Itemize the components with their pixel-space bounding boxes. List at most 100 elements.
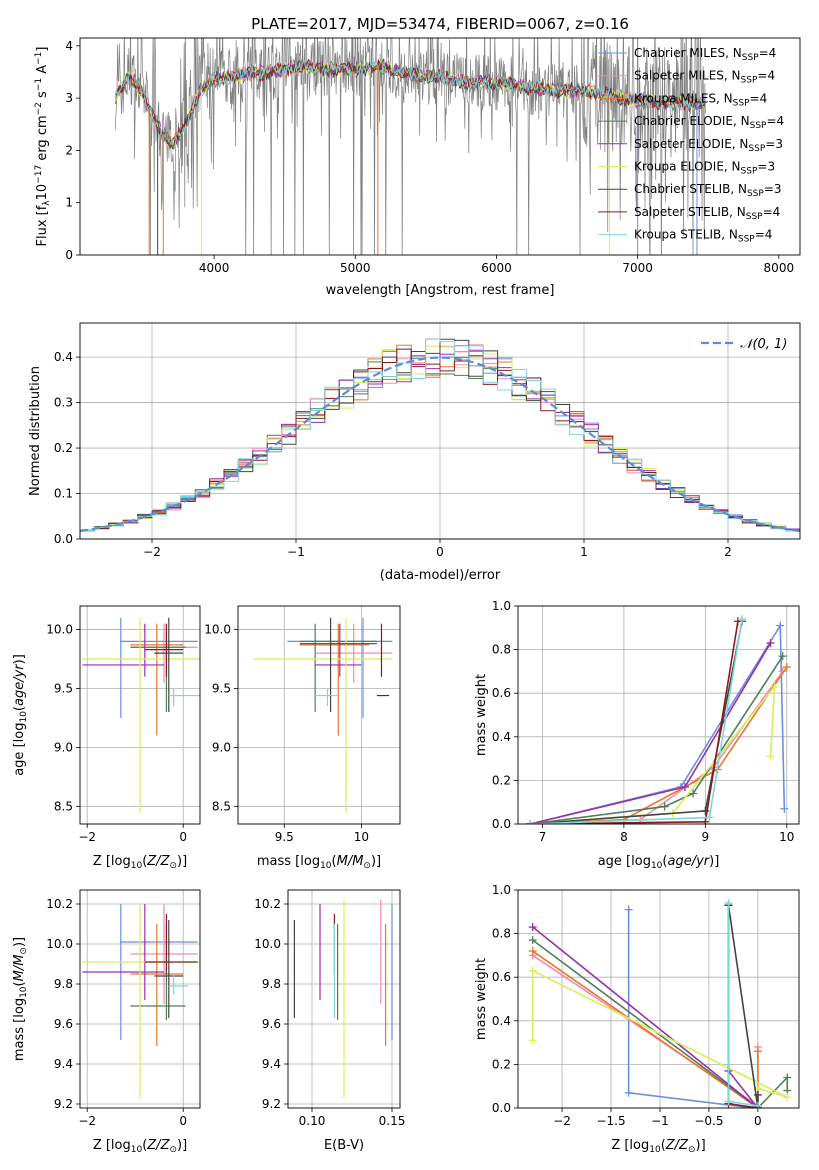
tick-label-x: −1 bbox=[287, 545, 305, 559]
plot-area bbox=[82, 617, 200, 813]
tick-label-x: 5000 bbox=[340, 261, 371, 275]
weight-line-chabrier_stelib bbox=[727, 905, 759, 1108]
tick-label-x: −1 bbox=[651, 1114, 669, 1128]
legend-entry: Chabrier MILES, NSSP=4 bbox=[634, 46, 776, 63]
x-axis-label: Z [log10(Z/Z⊙)] bbox=[611, 1138, 705, 1155]
tick-label-x: 0.15 bbox=[379, 1114, 406, 1128]
tick-label-y: 9.4 bbox=[54, 1057, 73, 1071]
tick-label-y: 0.2 bbox=[492, 1057, 511, 1071]
tick-label-x: 0 bbox=[179, 830, 187, 844]
weight-vs-metallicity-panel: −2 −1.5 −1 −0.5 0 0.0 0.2 0.4 0.6 0.8 1.0 Z [log10(… bbox=[474, 883, 800, 1155]
weight-marker-kroupa_miles bbox=[528, 947, 537, 956]
tick-label-y: 0.6 bbox=[492, 686, 511, 700]
grid bbox=[518, 889, 799, 1109]
tick-label-y: 3 bbox=[65, 91, 73, 105]
tick-label-x: 0 bbox=[436, 545, 444, 559]
weight-marker-salpeter_stelib bbox=[701, 817, 710, 824]
axes-frame bbox=[517, 889, 800, 1109]
weight-marker-chabrier_elodie bbox=[528, 936, 537, 945]
weight-marker-kroupa_stelib bbox=[724, 899, 733, 908]
tick-label-y: 10.0 bbox=[46, 937, 73, 951]
tick-label-y: 1.0 bbox=[492, 883, 511, 897]
tick-label-y: 9.5 bbox=[212, 681, 231, 695]
tick-label-y: 0.4 bbox=[54, 350, 73, 364]
grid bbox=[238, 606, 400, 824]
legend-entry: Salpeter MILES, NSSP=4 bbox=[634, 69, 775, 86]
tick-label-y: 9.2 bbox=[262, 1097, 281, 1111]
tick-label-y: 0.2 bbox=[492, 773, 511, 787]
weight-marker-salpeter_elodie bbox=[528, 923, 537, 932]
weight-marker-salpeter_elodie bbox=[680, 782, 689, 791]
tick-label-x: −2 bbox=[78, 1114, 96, 1128]
plot-area bbox=[253, 617, 393, 813]
tick-label-y: 9.4 bbox=[262, 1057, 281, 1071]
tick-label-y: 0.0 bbox=[54, 532, 73, 546]
tick-label-y: 9.8 bbox=[54, 977, 73, 991]
x-axis-label: age [log10(age/yr)] bbox=[598, 854, 720, 871]
tick-label-x: 10 bbox=[354, 830, 369, 844]
tick-label-y: 10.0 bbox=[254, 937, 281, 951]
legend-entry: Chabrier ELODIE, NSSP=4 bbox=[634, 114, 784, 131]
plot-area bbox=[80, 338, 800, 539]
weight-marker-kroupa_elodie bbox=[528, 1036, 537, 1045]
tick-label-x: 4000 bbox=[199, 261, 230, 275]
tick-label-y: 0.8 bbox=[492, 927, 511, 941]
plot-area bbox=[528, 899, 792, 1108]
histogram-salpeter_stelib bbox=[80, 348, 800, 539]
weight-marker-kroupa_stelib bbox=[724, 1097, 733, 1106]
weight-marker-chabrier_elodie bbox=[660, 802, 669, 811]
weight-marker-chabrier_stelib bbox=[753, 1090, 762, 1099]
axes-frame bbox=[517, 605, 800, 825]
tick-label-y: 0.4 bbox=[492, 730, 511, 744]
x-axis-label: Z [log10(Z/Z⊙)] bbox=[93, 854, 187, 871]
weight-marker-kroupa_miles bbox=[753, 1047, 762, 1056]
legend-entry: Kroupa ELODIE, NSSP=3 bbox=[634, 160, 775, 177]
weight-marker-chabrier_elodie bbox=[783, 1073, 792, 1082]
x-axis-label: wavelength [Angstrom, rest frame] bbox=[326, 283, 555, 298]
axes-frame bbox=[287, 889, 401, 1109]
weight-line-chabrier_miles bbox=[627, 909, 758, 1108]
tick-label-y: 0.8 bbox=[492, 643, 511, 657]
tick-label-y: 0.2 bbox=[54, 441, 73, 455]
tick-label-y: 2 bbox=[65, 143, 73, 157]
age-vs-metallicity-panel: −2 0 8.5 9.0 9.5 10.0 Z [log10(Z/Z⊙)] age [log1… bbox=[12, 605, 201, 871]
tick-label-y: 1.0 bbox=[492, 599, 511, 613]
tick-label-y: 0.6 bbox=[492, 970, 511, 984]
weight-marker-salpeter_stelib bbox=[733, 617, 742, 626]
weight-marker-chabrier_miles bbox=[624, 1088, 633, 1097]
tick-label-y: 8.5 bbox=[54, 799, 73, 813]
plot-area bbox=[526, 615, 791, 824]
tick-label-y: 4 bbox=[65, 39, 73, 53]
tick-label-x: 9 bbox=[702, 830, 710, 844]
tick-label-y: 10.2 bbox=[254, 897, 281, 911]
tick-label-x: 7 bbox=[539, 830, 547, 844]
tick-label-y: 8.5 bbox=[212, 799, 231, 813]
plot-area bbox=[114, 38, 706, 255]
mass-vs-ebv-panel: 0.10 0.15 9.2 9.4 9.6 9.8 10.0 10.2 E(B-V) bbox=[254, 889, 406, 1153]
spectrum-panel: 4000 5000 6000 7000 8000 0 1 2 3 4 wavelength [Ang… bbox=[34, 37, 801, 298]
tick-label-y: 10.2 bbox=[46, 897, 73, 911]
mass-vs-metallicity-panel: −2 0 9.2 9.4 9.6 9.8 10.0 10.2 Z [log10(Z/Z⊙)] ma… bbox=[12, 889, 201, 1155]
y-axis-label: age [log10(age/yr)] bbox=[12, 654, 29, 776]
tick-label-y: 0.0 bbox=[492, 817, 511, 831]
weight-line-kroupa_miles bbox=[530, 666, 788, 824]
tick-label-y: 9.6 bbox=[262, 1017, 281, 1031]
residual-histogram-panel: −2 −1 0 1 2 0.0 0.1 0.2 0.3 0.4 𝒩(0, 1) (data-model… bbox=[28, 322, 801, 583]
legend-entry: Kroupa STELIB, NSSP=4 bbox=[634, 228, 772, 245]
y-axis-label: mass [log10(M/M⊙)] bbox=[12, 937, 29, 1061]
weight-line-salpeter_miles bbox=[530, 670, 784, 824]
tick-label-x: 2 bbox=[724, 545, 732, 559]
weight-line-salpeter_elodie bbox=[530, 642, 772, 824]
y-axis-label: mass weight bbox=[474, 674, 489, 756]
weight-marker-chabrier_miles bbox=[624, 905, 633, 914]
axes-frame bbox=[79, 605, 201, 825]
tick-label-x: 7000 bbox=[622, 261, 653, 275]
tick-label-y: 0.3 bbox=[54, 396, 73, 410]
tick-label-x: 8000 bbox=[764, 261, 795, 275]
weight-marker-chabrier_miles bbox=[776, 621, 785, 630]
x-axis-label: E(B-V) bbox=[324, 1138, 364, 1153]
tick-label-x: −0.5 bbox=[694, 1114, 723, 1128]
tick-label-y: 9.6 bbox=[54, 1017, 73, 1031]
weight-marker-kroupa_elodie bbox=[770, 682, 779, 691]
weight-marker-chabrier_miles bbox=[780, 804, 789, 813]
